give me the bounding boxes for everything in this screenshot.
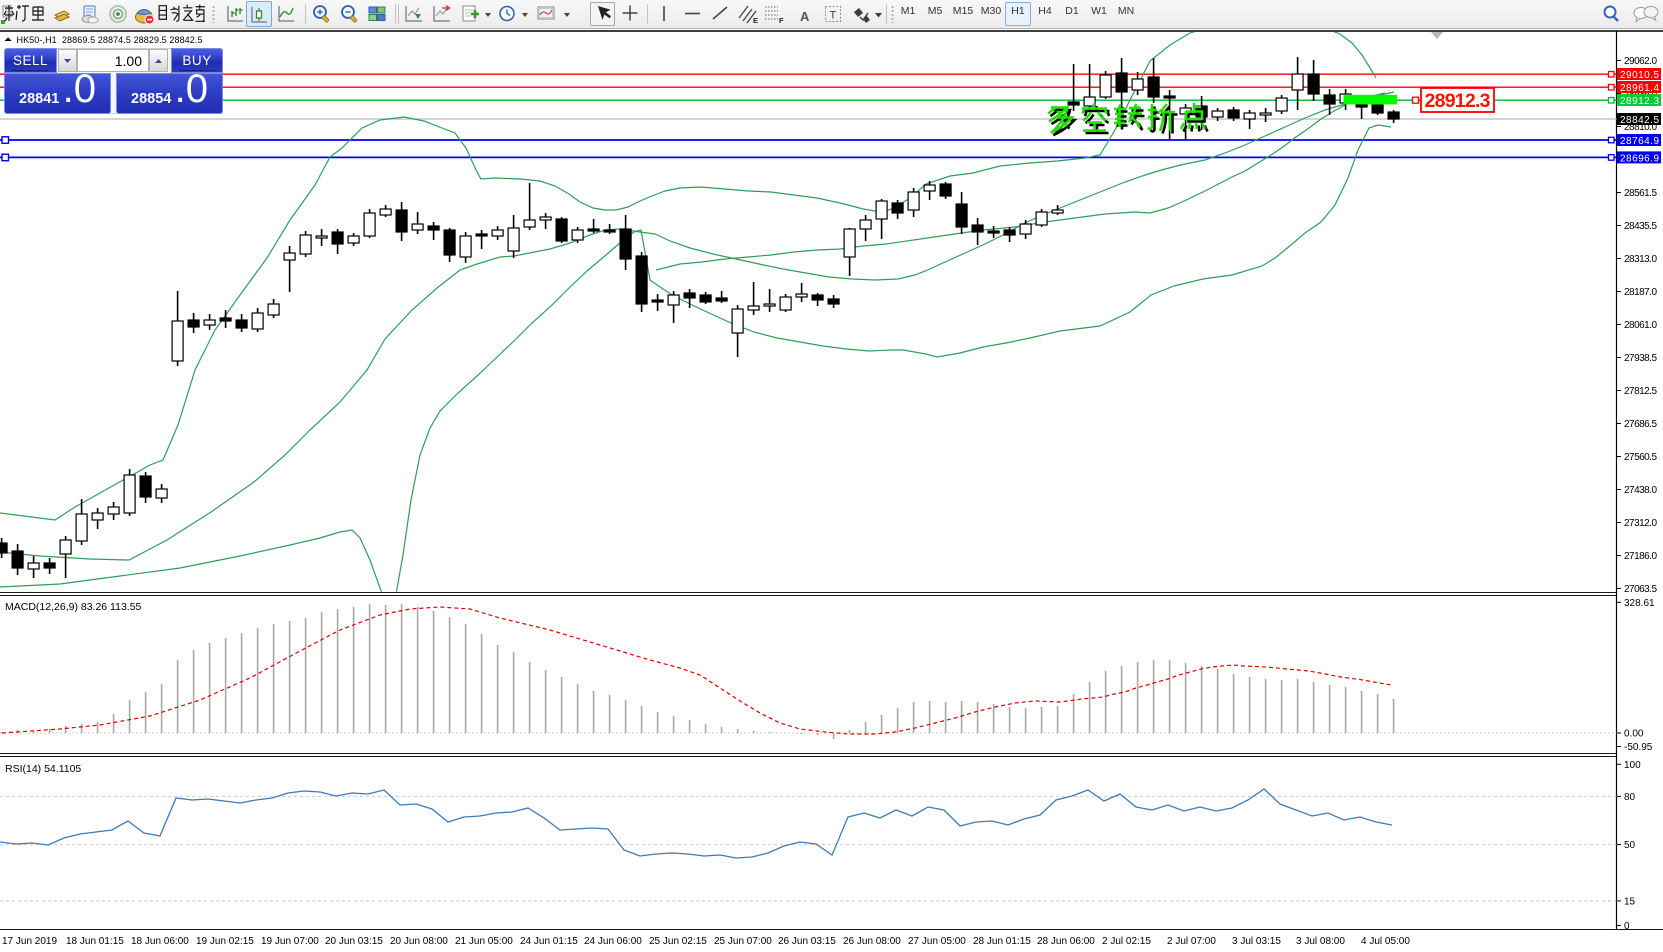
svg-text:HK50-,H1 28869.5 28874.5 2882: HK50-,H1 28869.5 28874.5 28829.5 28842.5 [17,35,203,45]
svg-text:27 Jun 05:00: 27 Jun 05:00 [908,936,966,947]
svg-text:2 Jul 02:15: 2 Jul 02:15 [1102,936,1151,947]
svg-text:28561.5: 28561.5 [1624,188,1657,199]
svg-text:29010.5: 29010.5 [1620,70,1659,81]
svg-text:18 Jun 06:00: 18 Jun 06:00 [131,936,189,947]
svg-text:27686.5: 27686.5 [1624,419,1657,430]
svg-text:15: 15 [1624,896,1636,907]
svg-text:28187.0: 28187.0 [1624,287,1657,298]
svg-text:0.00: 0.00 [1624,729,1644,740]
svg-text:29062.0: 29062.0 [1624,56,1657,67]
svg-text:24 Jun 01:15: 24 Jun 01:15 [520,936,578,947]
svg-text:28 Jun 01:15: 28 Jun 01:15 [973,936,1031,947]
svg-text:T: T [830,10,837,22]
svg-text:17 Jun 2019: 17 Jun 2019 [2,936,57,947]
svg-text:3 Jul 08:00: 3 Jul 08:00 [1296,936,1345,947]
svg-text:MACD(12,26,9) 83.26 113.55: MACD(12,26,9) 83.26 113.55 [5,601,142,613]
svg-text:18 Jun 01:15: 18 Jun 01:15 [66,936,124,947]
svg-text:26 Jun 08:00: 26 Jun 08:00 [843,936,901,947]
svg-text:328.61: 328.61 [1624,598,1655,609]
svg-text:50: 50 [1624,840,1636,851]
svg-text:20 Jun 03:15: 20 Jun 03:15 [325,936,383,947]
svg-text:27063.5: 27063.5 [1624,584,1657,595]
svg-text:-50.95: -50.95 [1624,742,1653,753]
svg-text:27186.0: 27186.0 [1624,551,1657,562]
svg-text:25 Jun 07:00: 25 Jun 07:00 [714,936,772,947]
svg-text:26 Jun 03:15: 26 Jun 03:15 [778,936,836,947]
svg-text:28912.3: 28912.3 [1425,90,1491,112]
svg-text:80: 80 [1624,792,1636,803]
svg-text:0: 0 [1624,921,1630,932]
svg-text:RSI(14) 54.1105: RSI(14) 54.1105 [5,763,81,775]
svg-text:19 Jun 07:00: 19 Jun 07:00 [261,936,319,947]
svg-text:100: 100 [1624,760,1641,771]
svg-text:28061.0: 28061.0 [1624,320,1657,331]
svg-text:F: F [779,16,784,25]
svg-text:27312.0: 27312.0 [1624,518,1657,529]
svg-text:3 Jul 03:15: 3 Jul 03:15 [1232,936,1281,947]
svg-text:28764.9: 28764.9 [1620,136,1659,147]
svg-text:27438.0: 27438.0 [1624,485,1657,496]
svg-text:20 Jun 08:00: 20 Jun 08:00 [390,936,448,947]
svg-text:28313.0: 28313.0 [1624,254,1657,265]
svg-text:28 Jun 06:00: 28 Jun 06:00 [1037,936,1095,947]
svg-text:28810.0: 28810.0 [1624,122,1657,133]
svg-text:4 Jul 05:00: 4 Jul 05:00 [1361,936,1410,947]
svg-text:28961.4: 28961.4 [1620,83,1659,94]
svg-text:2 Jul 07:00: 2 Jul 07:00 [1167,936,1216,947]
svg-text:25 Jun 02:15: 25 Jun 02:15 [649,936,707,947]
svg-text:28435.5: 28435.5 [1624,221,1657,232]
svg-text:27938.5: 27938.5 [1624,353,1657,364]
svg-text:19 Jun 02:15: 19 Jun 02:15 [196,936,254,947]
svg-text:27560.5: 27560.5 [1624,452,1657,463]
svg-text:28842.5: 28842.5 [1620,115,1659,126]
svg-text:E: E [753,16,758,25]
svg-text:27812.5: 27812.5 [1624,386,1657,397]
svg-text:24 Jun 06:00: 24 Jun 06:00 [584,936,642,947]
svg-text:28912.3: 28912.3 [1620,96,1659,107]
svg-text:21 Jun 05:00: 21 Jun 05:00 [455,936,513,947]
svg-text:28696.9: 28696.9 [1620,153,1659,164]
